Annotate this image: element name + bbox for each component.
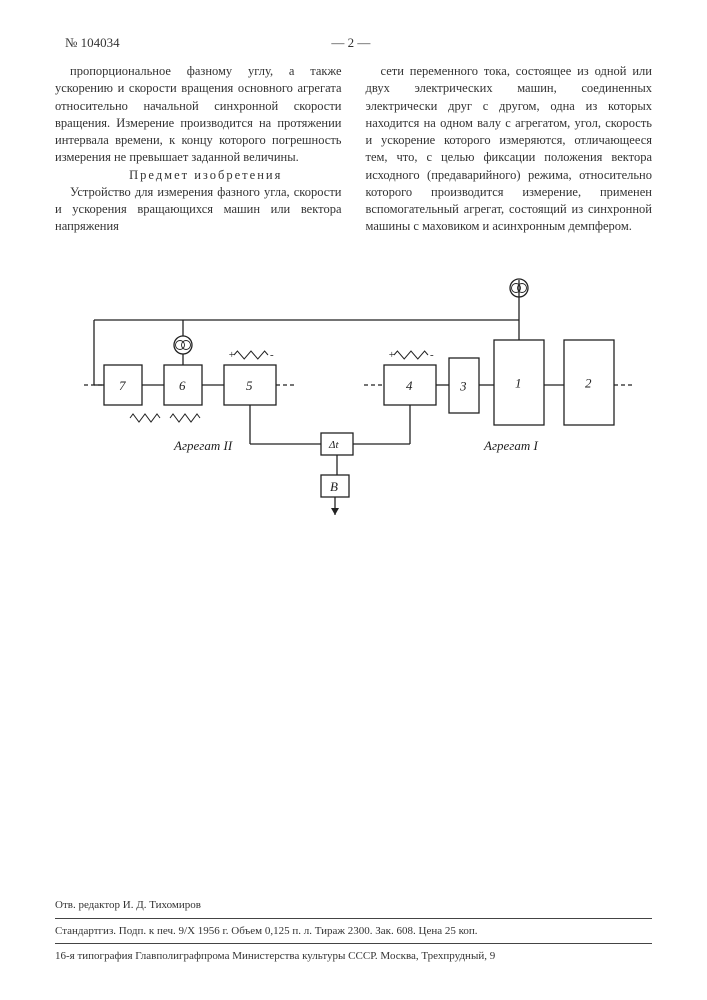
svg-text:6: 6	[179, 378, 186, 393]
svg-text:Агрегат II: Агрегат II	[173, 438, 233, 453]
svg-text:В: В	[330, 479, 338, 494]
svg-text:4: 4	[406, 378, 413, 393]
imprint-line-1: Стандартгиз. Подп. к печ. 9/X 1956 г. Об…	[55, 924, 652, 940]
subject-title: Предмет изобретения	[55, 167, 342, 184]
svg-text:5: 5	[246, 378, 253, 393]
para-2: Устройство для измерения фазного угла, с…	[55, 184, 342, 236]
svg-text:1: 1	[515, 375, 522, 390]
svg-text:2: 2	[585, 375, 592, 390]
svg-text:-: -	[430, 349, 434, 361]
para-3: сети переменного тока, состоящее из одно…	[366, 63, 653, 236]
editor-line: Отв. редактор И. Д. Тихомиров	[55, 898, 652, 914]
imprint-line-2: 16-я типография Главполиграфпрома Минист…	[55, 949, 652, 965]
svg-text:-: -	[270, 349, 274, 361]
page-footer: Отв. редактор И. Д. Тихомиров Стандартги…	[55, 898, 652, 965]
body-text: пропорциональное фазному углу, а также у…	[55, 63, 652, 236]
doc-number: № 104034	[65, 35, 120, 51]
circuit-diagram: +-+-7654312ΔtВАгрегат IIАгрегат I	[55, 250, 652, 530]
page-header: № 104034 — 2 —	[55, 35, 652, 51]
page-number: — 2 —	[331, 35, 370, 51]
svg-text:Δt: Δt	[328, 439, 339, 451]
svg-text:Агрегат I: Агрегат I	[483, 438, 538, 453]
para-1: пропорциональное фазному углу, а также у…	[55, 63, 342, 167]
svg-text:7: 7	[119, 378, 126, 393]
svg-text:3: 3	[459, 378, 467, 393]
